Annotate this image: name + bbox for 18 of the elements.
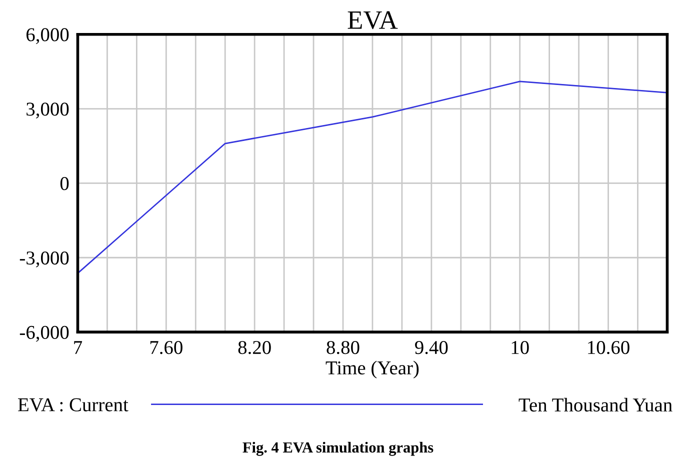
x-tick-label: 8.20 (238, 340, 271, 354)
y-tick-label: 3,000 (26, 102, 69, 119)
x-tick-label: 8.80 (326, 340, 360, 354)
x-tick-label: 7 (74, 341, 82, 354)
y-tick-label: 6,000 (26, 28, 69, 44)
y-tick-label: 0 (60, 177, 69, 190)
text: Ten Thousand Yuan (518, 398, 672, 412)
caption: Fig. 4 EVA simulation graphs (242, 442, 434, 456)
x-tick-label: 10 (512, 340, 529, 354)
x-axis-title: Time (Year) (326, 360, 419, 378)
x-tick-label: 9.40 (415, 340, 448, 354)
chart-title: EVA (348, 11, 398, 30)
line-series (78, 80, 668, 274)
x-tick-label: 10.60 (588, 340, 630, 354)
text: EVA : Current (18, 398, 128, 412)
y-tick-label: -3,000 (20, 251, 69, 268)
y-tick-label: -6,000 (20, 326, 69, 342)
x-tick-label: 7.60 (150, 340, 182, 354)
